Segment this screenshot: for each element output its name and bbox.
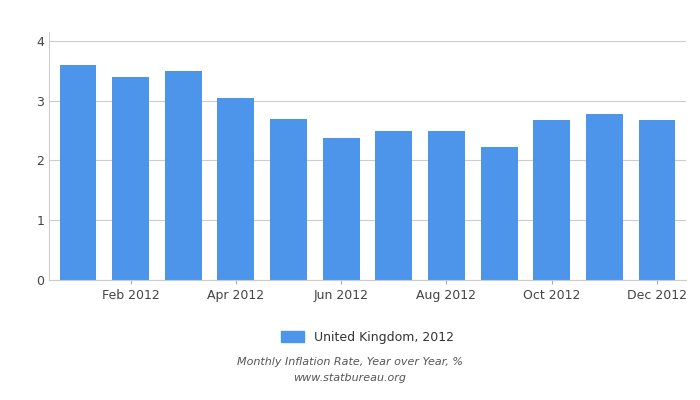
- Legend: United Kingdom, 2012: United Kingdom, 2012: [281, 331, 454, 344]
- Bar: [323, 138, 360, 280]
- Bar: [375, 131, 412, 280]
- Bar: [428, 131, 465, 280]
- Text: www.statbureau.org: www.statbureau.org: [293, 373, 407, 383]
- Bar: [638, 120, 675, 280]
- Bar: [586, 114, 623, 280]
- Bar: [164, 71, 202, 280]
- Bar: [481, 147, 517, 280]
- Bar: [270, 119, 307, 280]
- Bar: [112, 78, 149, 280]
- Bar: [218, 98, 254, 280]
- Bar: [533, 120, 570, 280]
- Text: Monthly Inflation Rate, Year over Year, %: Monthly Inflation Rate, Year over Year, …: [237, 357, 463, 367]
- Bar: [60, 65, 97, 280]
